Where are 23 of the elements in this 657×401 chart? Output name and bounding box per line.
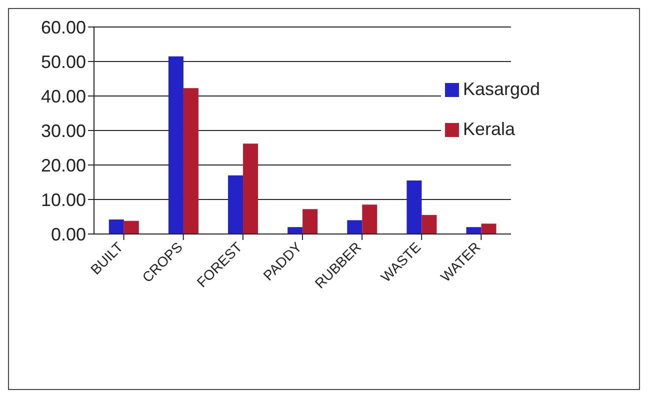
bar (362, 204, 378, 234)
y-tick-label: 30.00 (40, 120, 86, 141)
y-tick-label: 40.00 (40, 86, 86, 106)
bar (243, 144, 258, 234)
bar (228, 175, 244, 234)
y-tick-label: 60.00 (40, 17, 86, 38)
y-tick-label: 50.00 (40, 52, 86, 72)
y-tick-label: 10.00 (40, 190, 86, 210)
bar (481, 224, 496, 234)
bar (168, 56, 184, 234)
y-tick-label: 20.00 (40, 155, 86, 176)
bar (347, 220, 362, 234)
y-tick-label: 0.00 (50, 224, 86, 244)
bar (466, 227, 482, 234)
legend-label: Kerala (462, 119, 515, 139)
bar (108, 220, 124, 234)
bar (422, 215, 437, 234)
bar (406, 180, 422, 234)
bar (288, 227, 303, 234)
legend-label: Kasargod (462, 79, 540, 99)
bar (183, 88, 198, 234)
bar (124, 220, 139, 234)
bar (302, 209, 318, 234)
